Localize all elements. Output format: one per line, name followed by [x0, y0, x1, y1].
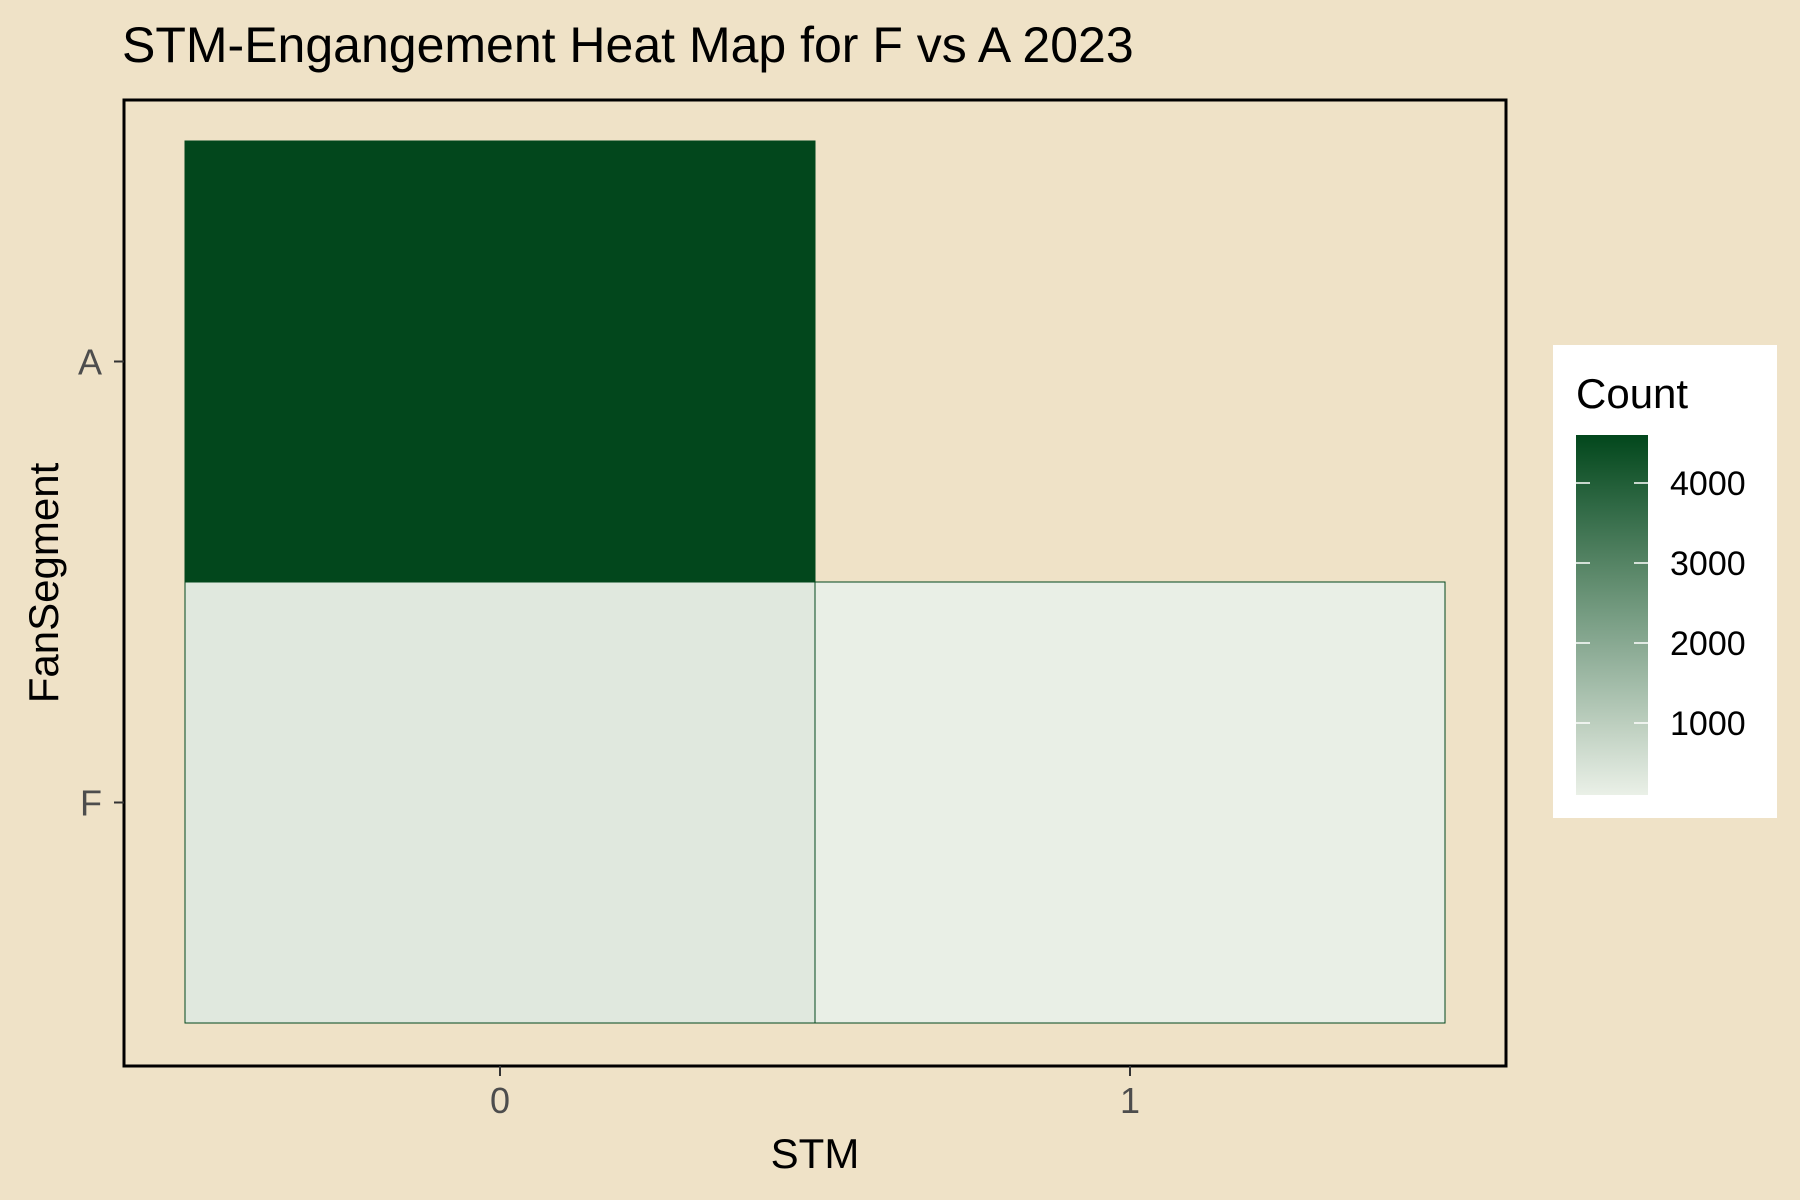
- color-legend: Count 1000 2000 3000 4000: [1553, 345, 1777, 818]
- heatmap-cell: [184, 140, 816, 583]
- y-tick-label: F: [80, 783, 102, 824]
- heatmap-cell: [814, 581, 1446, 1024]
- heatmap-cells: [184, 140, 1446, 1024]
- x-tick-label: 0: [490, 1080, 510, 1121]
- chart-title: STM-Engangement Heat Map for F vs A 2023: [122, 17, 1134, 73]
- legend-tick-label: 3000: [1670, 545, 1746, 583]
- legend-ticks: 1000 2000 3000 4000: [1576, 465, 1746, 743]
- y-tick-label: A: [78, 342, 102, 383]
- heatmap-cell: [184, 581, 816, 1024]
- legend-title: Count: [1576, 370, 1688, 417]
- legend-tick-label: 4000: [1670, 465, 1746, 503]
- legend-tick-label: 2000: [1670, 625, 1746, 663]
- legend-color-bar: [1576, 435, 1648, 795]
- axes: 0 1 F A: [78, 342, 1140, 1122]
- x-tick-label: 1: [1120, 1080, 1140, 1121]
- y-axis-title: FanSegment: [20, 462, 67, 703]
- plot-panel-border: [122, 98, 1508, 1068]
- legend-tick-label: 1000: [1670, 705, 1746, 743]
- x-axis-title: STM: [771, 1130, 860, 1177]
